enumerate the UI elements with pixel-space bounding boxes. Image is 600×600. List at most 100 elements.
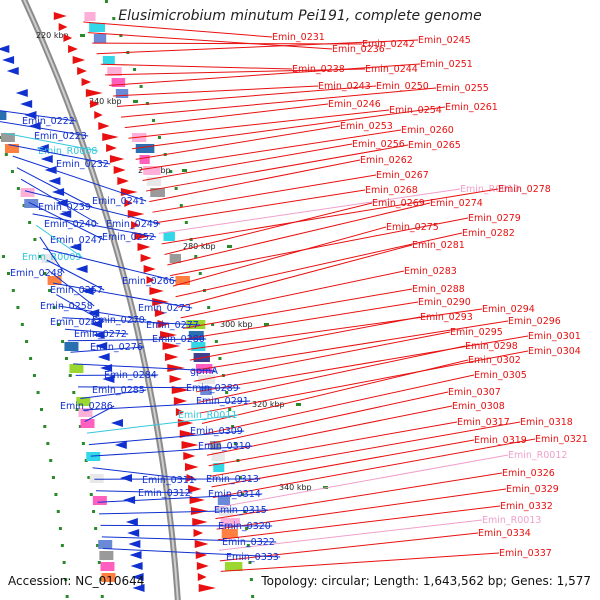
right-leader-line bbox=[172, 226, 387, 287]
right-leader-line bbox=[218, 519, 483, 551]
right-leader-line bbox=[200, 350, 529, 414]
kbp-dot bbox=[233, 442, 237, 445]
forward-gene-label: Emin_0318 bbox=[520, 417, 573, 428]
kbp-dot bbox=[78, 425, 82, 428]
kbp-dot bbox=[246, 544, 250, 547]
left-leader-line bbox=[56, 294, 105, 323]
right-leader-line bbox=[205, 391, 449, 446]
cog-category-block bbox=[93, 34, 107, 43]
kbp-dot bbox=[29, 357, 33, 360]
right-leader-line bbox=[201, 359, 469, 424]
kbp-dot bbox=[36, 391, 40, 394]
kbp-dot bbox=[58, 527, 62, 530]
cog-category-block bbox=[220, 518, 241, 527]
reverse-gene-arrow bbox=[125, 518, 138, 526]
topology-summary: Topology: circular; Length: 1,643,562 bp… bbox=[261, 574, 591, 588]
left-leader-line bbox=[78, 386, 241, 389]
forward-gene-arrow bbox=[68, 45, 78, 53]
reverse-gene-arrow bbox=[15, 89, 28, 97]
reverse-gene-label: Emin_0239 bbox=[38, 202, 91, 213]
left-leader-line bbox=[16, 167, 93, 208]
cog-category-block bbox=[78, 408, 93, 417]
right-leader-line bbox=[142, 143, 353, 181]
left-leader-line bbox=[99, 509, 269, 515]
kbp-dot bbox=[61, 340, 65, 343]
cog-category-block bbox=[89, 474, 104, 483]
left-leader-line bbox=[103, 547, 281, 558]
reverse-gene-label: Emin_0277 bbox=[146, 320, 199, 331]
forward-gene-arrow bbox=[58, 23, 68, 31]
left-leader-line bbox=[0, 121, 89, 137]
map-title: Elusimicrobium minutum Pei191, complete … bbox=[118, 8, 482, 24]
forward-gene-label: Emin_0236 bbox=[332, 44, 385, 55]
forward-gene-arrow bbox=[190, 507, 209, 515]
left-leader-line bbox=[86, 414, 239, 434]
right-leader-line bbox=[83, 21, 273, 38]
forward-gene-arrow bbox=[113, 166, 126, 174]
reverse-gene-arrow bbox=[36, 144, 49, 152]
reverse-gene-arrow bbox=[0, 45, 10, 53]
cog-category-block bbox=[198, 375, 216, 384]
cog-category-block bbox=[69, 364, 84, 373]
cog-category-block bbox=[99, 551, 114, 560]
reverse-gene-arrow bbox=[48, 177, 61, 185]
left-leader-line bbox=[8, 144, 111, 165]
kbp-tick-mark bbox=[182, 169, 187, 172]
cog-category-block bbox=[101, 573, 116, 582]
kbp-dot bbox=[16, 306, 20, 309]
forward-gene-label: Emin_0290 bbox=[418, 297, 471, 308]
forward-gene-arrow bbox=[198, 584, 216, 592]
forward-gene-label: Emin_0275 bbox=[386, 222, 439, 233]
forward-gene-label: Emin_0334 bbox=[478, 528, 531, 539]
reverse-gene-arrow bbox=[87, 309, 100, 317]
right-leader-line bbox=[104, 68, 366, 76]
forward-gene-label: Emin_0231 bbox=[272, 32, 325, 43]
kbp-dot bbox=[169, 170, 173, 173]
kbp-dot bbox=[6, 272, 10, 275]
forward-gene-arrow bbox=[189, 496, 205, 504]
left-leader-line bbox=[88, 430, 245, 446]
cog-category-block bbox=[135, 144, 155, 153]
right-leader-line bbox=[135, 125, 341, 160]
forward-gene-arrow bbox=[196, 562, 209, 570]
right-leader-line bbox=[164, 202, 373, 255]
forward-gene-arrow bbox=[85, 89, 103, 97]
forward-gene-arrow bbox=[131, 221, 140, 229]
reverse-gene-label: Emin_0272 bbox=[74, 329, 127, 340]
forward-gene-arrow bbox=[109, 155, 125, 163]
forward-gene-label: Emin_0296 bbox=[508, 316, 561, 327]
kbp-tick-mark bbox=[227, 245, 232, 248]
reverse-gene-arrow bbox=[129, 551, 142, 559]
reverse-gene-label: Emin_0263 bbox=[50, 317, 103, 328]
cog-category-block bbox=[139, 155, 150, 164]
reverse-gene-label: Emin_0320 bbox=[218, 521, 271, 532]
forward-gene-label: Emin_0278 bbox=[498, 184, 551, 195]
reverse-gene-arrow bbox=[20, 100, 33, 108]
forward-gene-label: Emin_0243 bbox=[318, 81, 371, 92]
kbp-dot bbox=[97, 561, 101, 564]
kbp-dot bbox=[152, 119, 156, 122]
left-leader-line bbox=[4, 132, 99, 152]
kbp-tick-label: 220 kbp bbox=[36, 31, 69, 40]
right-leader-line bbox=[155, 189, 366, 224]
forward-gene-arrow bbox=[146, 276, 155, 284]
kbp-dot bbox=[0, 136, 2, 139]
reverse-gene-arrow bbox=[127, 529, 140, 537]
reverse-gene-label: Emin_R0011 bbox=[178, 410, 237, 421]
right-leader-line bbox=[214, 454, 509, 509]
reverse-gene-label: Emin_0241 bbox=[92, 196, 145, 207]
right-leader-line bbox=[167, 202, 431, 266]
reverse-gene-arrow bbox=[75, 265, 88, 273]
forward-gene-label: Emin_0301 bbox=[528, 331, 581, 342]
forward-gene-label: Emin_0282 bbox=[462, 228, 515, 239]
right-leader-line bbox=[182, 288, 413, 329]
kbp-dot bbox=[22, 204, 26, 207]
right-leader-line bbox=[113, 85, 319, 97]
kbp-dot bbox=[40, 408, 44, 411]
forward-gene-label: Emin_0268 bbox=[365, 185, 418, 196]
forward-gene-arrow bbox=[140, 254, 152, 262]
kbp-dot bbox=[184, 221, 188, 224]
kbp-dot bbox=[89, 493, 93, 496]
cog-category-block bbox=[20, 188, 35, 197]
